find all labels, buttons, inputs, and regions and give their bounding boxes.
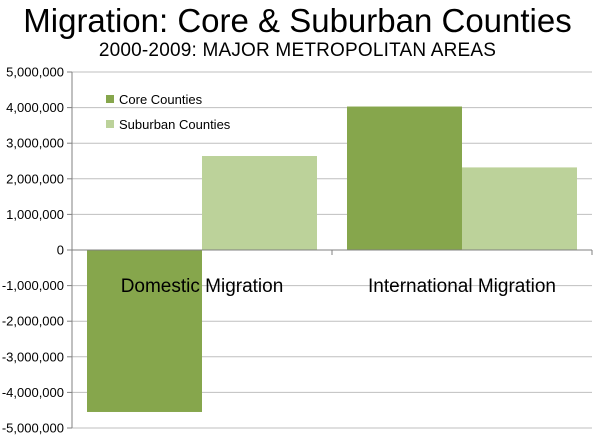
- bar-core-0: [87, 250, 202, 412]
- legend-swatch-core: [106, 95, 114, 103]
- y-tick-label: 3,000,000: [6, 136, 64, 151]
- y-tick-label: -3,000,000: [2, 349, 64, 364]
- bar-core-1: [347, 106, 462, 250]
- legend-label-core: Core Counties: [119, 92, 203, 107]
- bar-suburban-1: [462, 167, 577, 250]
- y-tick-label: -4,000,000: [2, 385, 64, 400]
- category-labels: Domestic Migration International Migratio…: [121, 276, 556, 297]
- legend-label-suburban: Suburban Counties: [119, 117, 231, 132]
- y-tick-label: 4,000,000: [6, 100, 64, 115]
- y-tick-label: -5,000,000: [2, 421, 64, 436]
- y-tick-label: 1,000,000: [6, 207, 64, 222]
- tick-labels: 5,000,000 4,000,000 3,000,000 2,000,000 1,00…: [2, 65, 64, 436]
- y-tick-label: -2,000,000: [2, 314, 64, 329]
- bar-suburban-0: [202, 156, 317, 250]
- chart-subtitle: 2000-2009: MAJOR METROPOLITAN AREAS: [98, 40, 497, 61]
- legend: Core Counties Suburban Counties: [106, 92, 231, 132]
- y-tick-label: 0: [57, 243, 64, 258]
- axes: [71, 72, 593, 428]
- y-tick-label: 5,000,000: [6, 65, 64, 80]
- x-category-label: International Migration: [368, 276, 556, 297]
- y-tick-label: 2,000,000: [6, 171, 64, 186]
- legend-swatch-suburban: [106, 120, 114, 128]
- y-tick-label: -1,000,000: [2, 278, 64, 293]
- bars: [87, 106, 577, 412]
- chart-title: Migration: Core & Suburban Counties: [23, 2, 572, 39]
- x-category-label: Domestic Migration: [121, 276, 284, 297]
